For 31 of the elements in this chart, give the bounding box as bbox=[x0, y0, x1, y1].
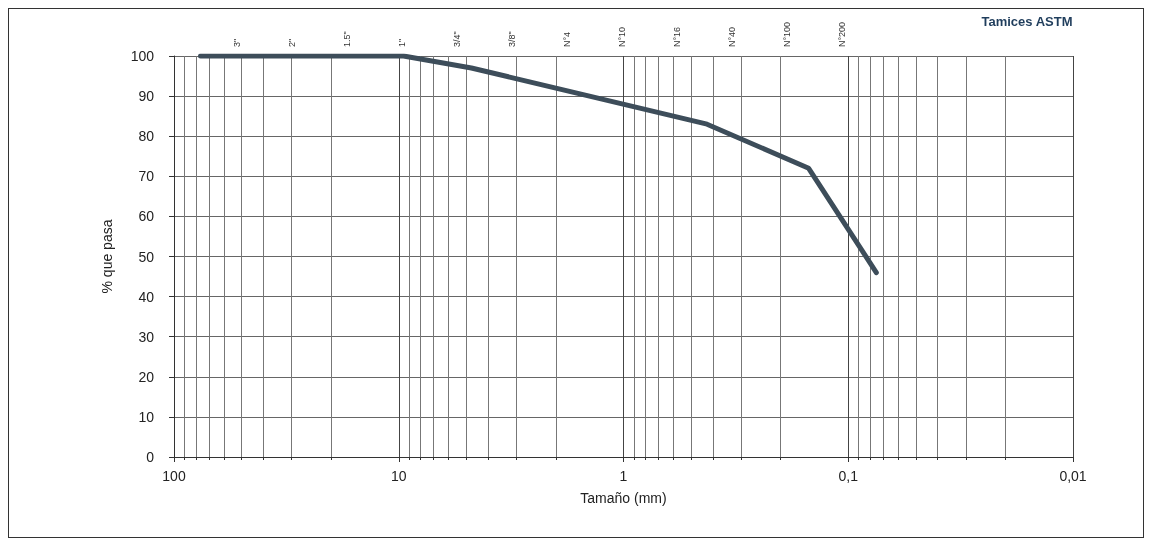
y-tick-label: 100 bbox=[130, 48, 155, 64]
y-tick-label: 30 bbox=[138, 328, 155, 345]
y-tick-label: 90 bbox=[138, 88, 155, 105]
y-tick-label: 80 bbox=[138, 128, 155, 145]
y-tick-label: 0 bbox=[146, 449, 155, 465]
x-tick-label: 100 bbox=[162, 468, 186, 484]
x-tick-label: 0,01 bbox=[1059, 468, 1087, 484]
y-axis-title: % que pasa bbox=[99, 219, 115, 294]
text: N°200 bbox=[836, 21, 847, 47]
text: 3/8" bbox=[506, 31, 517, 47]
x-tick-label: 1 bbox=[619, 468, 628, 484]
y-tick-label: 20 bbox=[138, 368, 155, 385]
y-tick-label: 70 bbox=[138, 168, 155, 185]
text: N°10 bbox=[616, 26, 627, 47]
text: 1.5" bbox=[341, 31, 352, 47]
x-tick-label: 0,1 bbox=[838, 468, 859, 484]
text: 1" bbox=[396, 38, 407, 47]
y-tick-label: 60 bbox=[138, 208, 155, 225]
x2-axis-title: Tamices ASTM bbox=[981, 14, 1073, 29]
x-tick-label: 10 bbox=[390, 468, 407, 484]
text: N°40 bbox=[726, 26, 737, 47]
x-axis-title: Tamaño (mm) bbox=[580, 490, 667, 506]
y-tick-label: 10 bbox=[138, 408, 155, 425]
text: 2" bbox=[286, 38, 297, 47]
text: 3" bbox=[231, 38, 242, 47]
text: N°4 bbox=[561, 31, 572, 47]
text: 3/4" bbox=[451, 31, 462, 47]
text: N°100 bbox=[781, 21, 792, 47]
y-tick-label: 40 bbox=[138, 288, 155, 305]
text: N°16 bbox=[671, 26, 682, 47]
y-tick-label: 50 bbox=[138, 248, 155, 265]
